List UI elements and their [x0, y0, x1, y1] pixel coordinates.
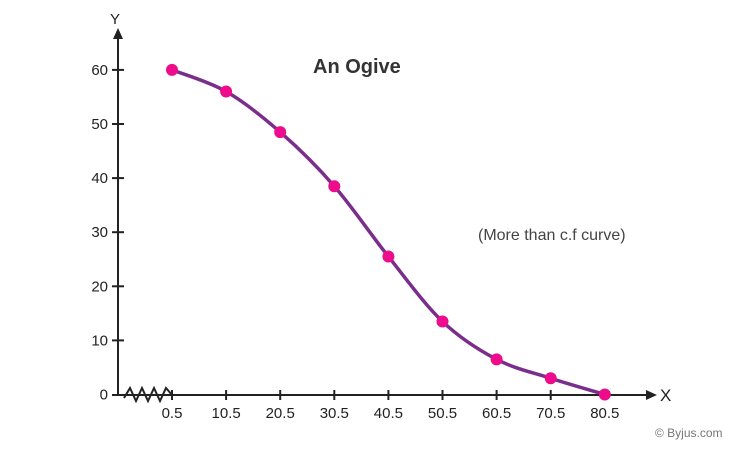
curve-annotation: (More than c.f curve)	[478, 227, 626, 244]
x-tick-label: 30.5	[320, 405, 349, 422]
y-tick-label: 40	[91, 170, 108, 187]
data-point	[274, 126, 287, 139]
data-point	[490, 353, 503, 366]
axes: Y X	[110, 11, 671, 405]
data-point	[544, 372, 557, 385]
y-tick-label: 20	[91, 278, 108, 295]
x-tick-label: 10.5	[211, 405, 240, 422]
x-tick-label: 0.5	[162, 405, 183, 422]
data-point	[436, 315, 449, 328]
y-tick-label: 60	[91, 62, 108, 79]
y-tick-label: 50	[91, 116, 108, 133]
y-axis-label: Y	[110, 11, 120, 28]
x-tick-label: 60.5	[482, 405, 511, 422]
data-point	[598, 388, 611, 401]
data-point	[220, 85, 233, 98]
x-tick-label: 40.5	[374, 405, 403, 422]
x-tick-label: 20.5	[266, 405, 295, 422]
x-axis-arrow	[646, 390, 657, 400]
y-axis-arrow	[113, 28, 123, 39]
x-tick-label: 70.5	[536, 405, 565, 422]
x-tick-label: 80.5	[590, 405, 619, 422]
y-tick-label: 0	[100, 387, 108, 404]
x-tick-label: 50.5	[428, 405, 457, 422]
y-tick-label: 30	[91, 224, 108, 241]
data-point	[328, 180, 341, 193]
y-tick-label: 10	[91, 332, 108, 349]
chart-title: An Ogive	[313, 56, 401, 78]
x-axis-label: X	[660, 386, 671, 405]
axis-break-zigzag	[123, 385, 173, 404]
credit-watermark: © Byjus.com	[655, 426, 723, 440]
data-point	[382, 250, 395, 263]
data-point	[166, 63, 178, 76]
